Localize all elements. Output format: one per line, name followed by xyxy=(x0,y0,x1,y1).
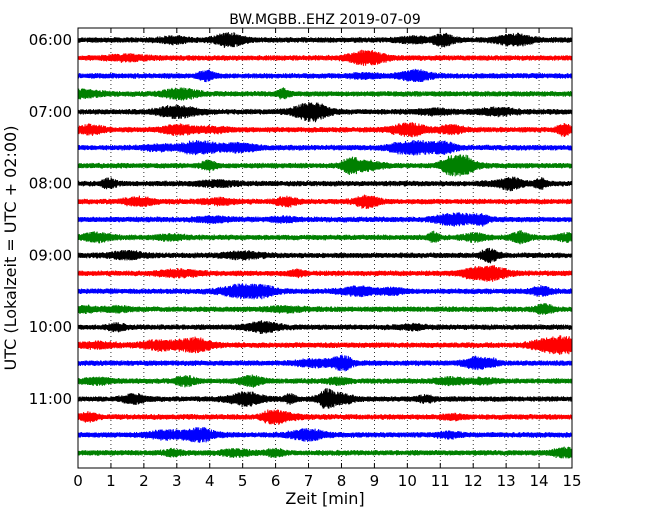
trace-waveform xyxy=(77,68,573,83)
x-tick-label: 7 xyxy=(304,472,314,490)
vertical-gridlines xyxy=(110,28,540,468)
seismic-trace xyxy=(77,122,573,138)
seismic-trace xyxy=(77,230,573,245)
seismic-trace xyxy=(77,354,573,372)
x-tick-label: 8 xyxy=(337,472,347,490)
trace-waveform xyxy=(77,283,573,300)
x-tick-label: 11 xyxy=(431,472,450,490)
seismic-trace xyxy=(77,49,573,66)
seismic-trace xyxy=(77,302,573,315)
trace-waveform xyxy=(77,212,573,227)
x-axis-label: Zeit [min] xyxy=(285,489,364,508)
trace-waveform xyxy=(77,87,573,101)
trace-waveform xyxy=(77,265,573,282)
seismic-trace xyxy=(77,374,573,388)
y-tick-label: 07:00 xyxy=(29,103,72,121)
trace-waveform xyxy=(77,302,573,315)
trace-waveform xyxy=(77,154,573,177)
trace-waveform xyxy=(77,32,573,48)
seismic-trace xyxy=(77,283,573,300)
trace-waveform xyxy=(77,388,573,409)
x-tick-label: 3 xyxy=(172,472,182,490)
x-axis-ticks: 0 1 2 3 4 5 6 7 8 9 10 11 12 13 14 15 xyxy=(73,28,582,490)
x-tick-label: 10 xyxy=(398,472,417,490)
seismic-trace xyxy=(77,388,573,409)
seismic-trace xyxy=(77,154,573,177)
seismic-traces xyxy=(77,32,573,459)
trace-waveform xyxy=(77,176,573,192)
x-tick-label: 6 xyxy=(271,472,281,490)
y-tick-label: 06:00 xyxy=(29,31,72,49)
y-tick-label: 10:00 xyxy=(29,318,72,336)
trace-waveform xyxy=(77,49,573,66)
seismic-trace xyxy=(77,101,573,123)
trace-waveform xyxy=(77,139,573,156)
y-axis-ticks: 06:00 07:00 08:00 09:00 10:00 11:00 xyxy=(29,31,572,408)
trace-waveform xyxy=(77,247,573,264)
seismic-trace xyxy=(77,427,573,443)
seismic-trace xyxy=(77,176,573,192)
x-tick-label: 14 xyxy=(530,472,549,490)
seismic-trace xyxy=(77,265,573,282)
trace-waveform xyxy=(77,122,573,138)
seismic-trace xyxy=(77,68,573,83)
trace-waveform xyxy=(77,374,573,388)
seismic-trace xyxy=(77,87,573,101)
seismic-trace xyxy=(77,247,573,264)
trace-waveform xyxy=(77,101,573,123)
trace-waveform xyxy=(77,335,573,355)
x-tick-label: 0 xyxy=(73,472,83,490)
seismic-trace xyxy=(77,446,573,459)
trace-waveform xyxy=(77,320,573,335)
y-tick-label: 11:00 xyxy=(29,390,72,408)
x-tick-label: 12 xyxy=(464,472,483,490)
seismic-trace xyxy=(77,212,573,227)
plot-frame xyxy=(77,27,573,469)
trace-waveform xyxy=(77,194,573,210)
trace-waveform xyxy=(77,409,573,425)
x-tick-label: 4 xyxy=(205,472,215,490)
x-tick-label: 5 xyxy=(238,472,248,490)
x-tick-label: 13 xyxy=(497,472,516,490)
seismic-trace xyxy=(77,32,573,48)
seismic-trace xyxy=(77,409,573,425)
seismic-trace xyxy=(77,194,573,210)
trace-waveform xyxy=(77,354,573,372)
trace-waveform xyxy=(77,427,573,443)
y-axis-label: UTC (Lokalzeit = UTC + 02:00) xyxy=(1,126,20,371)
x-tick-label: 1 xyxy=(106,472,116,490)
y-tick-label: 08:00 xyxy=(29,175,72,193)
seismic-trace xyxy=(77,139,573,156)
seismic-trace xyxy=(77,320,573,335)
trace-waveform xyxy=(77,230,573,245)
x-tick-label: 15 xyxy=(562,472,581,490)
x-tick-label: 2 xyxy=(139,472,149,490)
seismic-trace xyxy=(77,335,573,355)
chart-title: BW.MGBB..EHZ 2019-07-09 xyxy=(229,12,421,28)
trace-waveform xyxy=(77,446,573,459)
y-tick-label: 09:00 xyxy=(29,246,72,264)
x-tick-label: 9 xyxy=(370,472,380,490)
